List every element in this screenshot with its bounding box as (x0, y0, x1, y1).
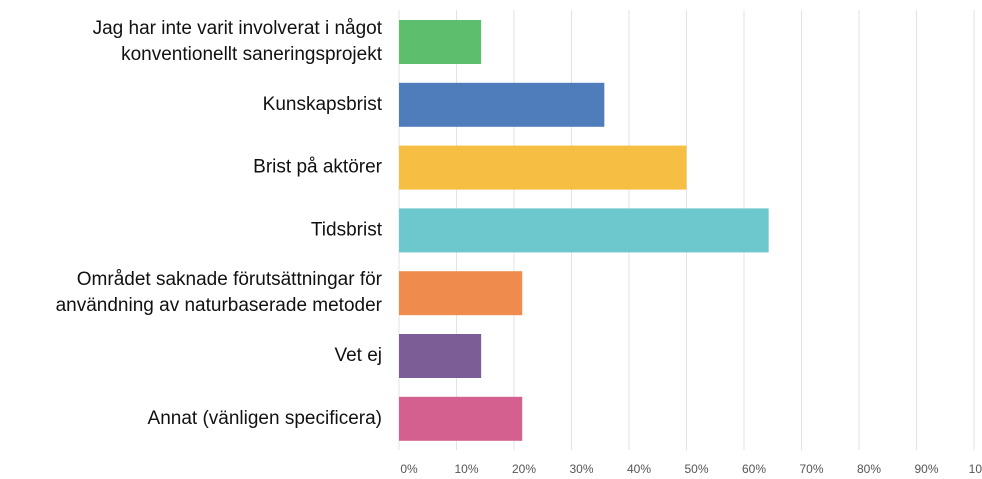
x-tick-label: 30% (569, 462, 593, 476)
bar (399, 334, 482, 378)
category-line: Jag har inte varit involverat i något (93, 18, 383, 39)
category-label: Annat (vänligen specificera) (148, 408, 382, 429)
x-tick-label: 10% (454, 462, 478, 476)
x-tick-label: 40% (627, 462, 651, 476)
category-line: Annat (vänligen specificera) (148, 408, 382, 429)
category-line: Vet ej (334, 345, 382, 366)
bar (399, 20, 482, 64)
x-tick-label: 20% (512, 462, 536, 476)
category-line: konventionellt saneringsprojekt (121, 44, 383, 65)
bar (399, 208, 769, 253)
x-tick-label: 90% (914, 462, 938, 476)
bar (399, 82, 605, 127)
category-label: Jag har inte varit involverat i något kon… (93, 18, 383, 65)
category-line: Området saknade förutsättningar för (77, 269, 383, 290)
x-tick-label: 70% (799, 462, 823, 476)
x-tick-label: 80% (857, 462, 881, 476)
x-tick-label: 100% (969, 462, 982, 476)
bar (399, 396, 523, 441)
category-label: Kunskapsbrist (263, 94, 383, 115)
category-label: Vet ej (334, 345, 382, 366)
category-label: Tidsbrist (311, 219, 383, 240)
category-line: Brist på aktörer (253, 157, 382, 178)
x-tick-label: 0% (400, 462, 418, 476)
x-tick-label: 60% (742, 462, 766, 476)
bar (399, 271, 523, 316)
category-line: Tidsbrist (311, 219, 383, 240)
category-label: Området saknade förutsättningar för använ… (56, 269, 383, 316)
x-tick-label: 50% (684, 462, 708, 476)
category-line: Kunskapsbrist (263, 94, 383, 115)
category-label: Brist på aktörer (253, 157, 382, 178)
category-line: användning av naturbaserade metoder (56, 295, 383, 316)
bar (399, 145, 687, 190)
